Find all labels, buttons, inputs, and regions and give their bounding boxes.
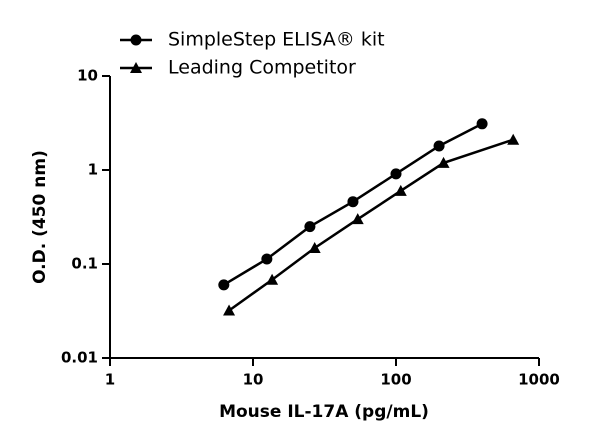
- data-point: [261, 253, 273, 265]
- data-point: [304, 221, 316, 233]
- data-point: [218, 279, 230, 291]
- x-tick-label: 1: [105, 371, 115, 389]
- x-tick-label: 1000: [518, 371, 560, 389]
- y-tick-label: 10: [77, 67, 98, 85]
- y-tick-label: 0.1: [71, 255, 98, 273]
- legend-marker: [130, 34, 142, 46]
- x-axis-title: Mouse IL-17A (pg/mL): [219, 402, 429, 422]
- legend-label: Leading Competitor: [168, 57, 356, 79]
- legend-label: SimpleStep ELISA® kit: [168, 29, 385, 51]
- data-point: [507, 133, 520, 145]
- x-tick-label: 100: [380, 371, 411, 389]
- x-tick-label: 10: [243, 371, 264, 389]
- y-tick-label: 0.01: [61, 349, 98, 367]
- y-axis-title: O.D. (450 nm): [30, 150, 50, 284]
- data-point: [223, 304, 236, 316]
- data-point: [351, 213, 364, 225]
- data-point: [266, 273, 279, 285]
- legend-marker: [130, 62, 142, 73]
- data-point: [433, 140, 445, 152]
- data-point: [476, 118, 488, 130]
- y-tick-label: 1: [88, 161, 98, 179]
- data-point: [394, 184, 407, 196]
- data-point: [390, 168, 402, 180]
- data-point: [437, 156, 450, 168]
- series-line: [228, 138, 514, 312]
- data-point: [308, 241, 321, 253]
- data-point: [347, 196, 359, 208]
